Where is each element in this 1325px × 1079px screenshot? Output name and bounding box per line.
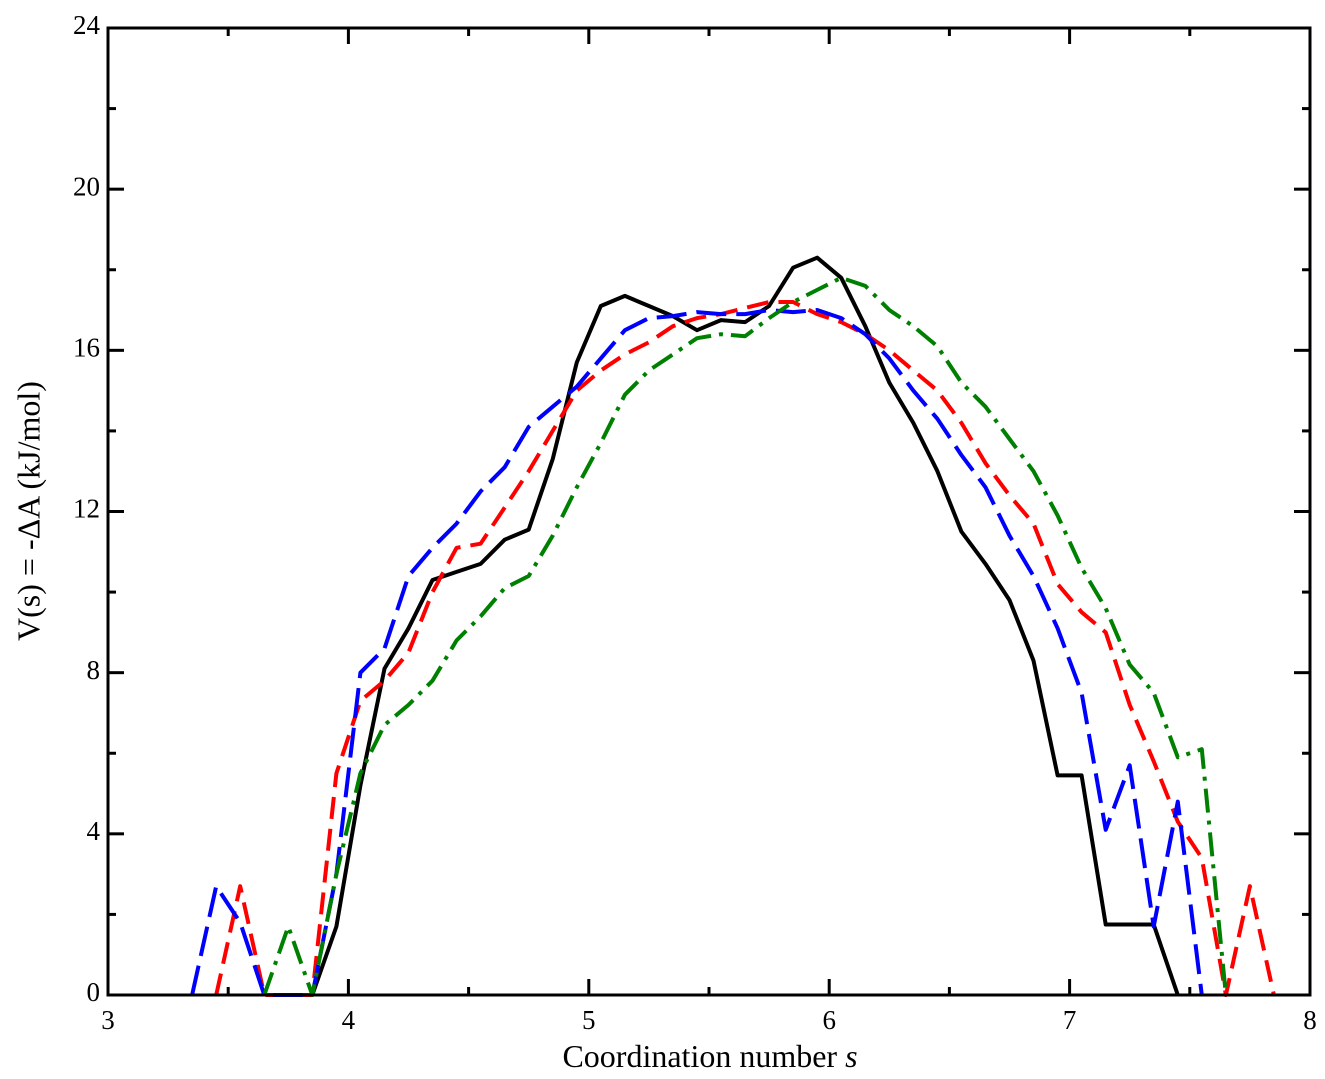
y-tick-label: 8	[87, 655, 101, 685]
x-tick-label: 8	[1303, 1005, 1317, 1035]
x-label-text: Coordination number	[562, 1038, 837, 1074]
y-tick-label: 0	[87, 977, 101, 1007]
x-tick-label: 3	[101, 1005, 115, 1035]
x-axis-label: Coordination number s	[562, 1038, 857, 1074]
x-tick-label: 5	[582, 1005, 596, 1035]
data-line	[190, 308, 1204, 997]
y-tick-label: 4	[87, 816, 101, 846]
data-line	[310, 255, 1180, 996]
y-tick-label: 24	[73, 10, 101, 40]
x-label-var: s	[845, 1038, 857, 1074]
plot-frame	[106, 26, 1312, 997]
y-tick-label: 12	[73, 494, 100, 524]
x-tick-label: 7	[1063, 1005, 1077, 1035]
y-tick-label: 16	[73, 333, 100, 363]
data-line	[214, 300, 1276, 997]
y-axis-label: V(s) = -ΔA (kJ/mol)	[10, 381, 46, 641]
x-tick-label: 4	[342, 1005, 356, 1035]
x-tick-label: 6	[822, 1005, 836, 1035]
data-line	[262, 275, 1228, 997]
y-tick-label: 20	[73, 171, 100, 201]
